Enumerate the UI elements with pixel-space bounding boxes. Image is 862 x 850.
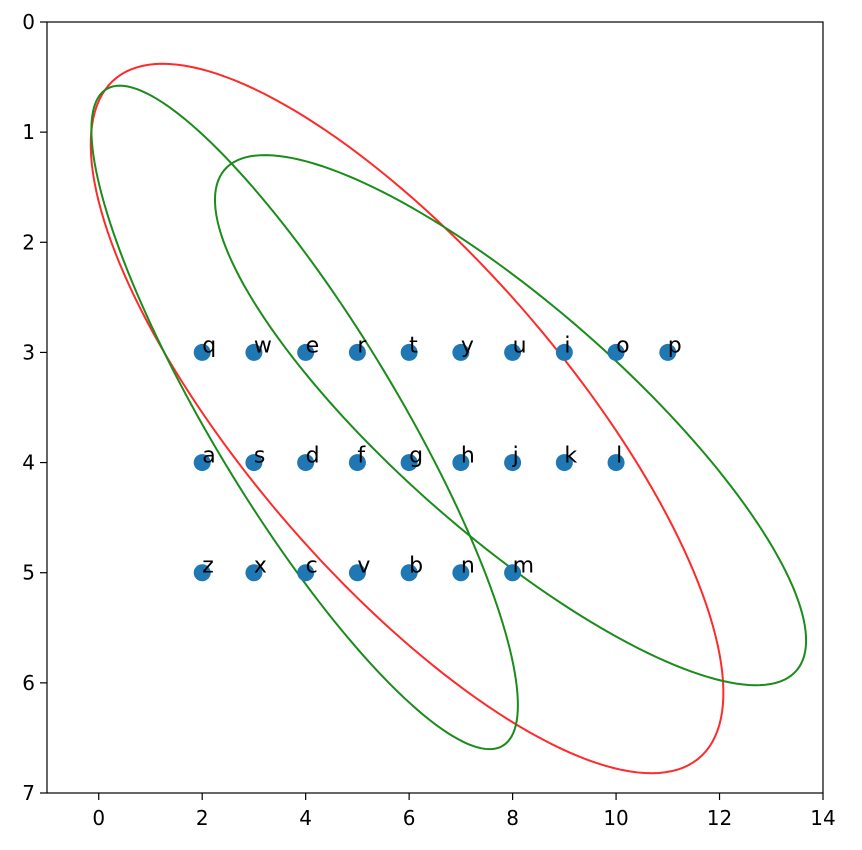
point: [452, 564, 470, 582]
point: [400, 564, 418, 582]
point: [400, 343, 418, 361]
point-label: o: [616, 333, 629, 358]
x-tick-label: 14: [810, 806, 835, 830]
ellipse: [89, 62, 725, 775]
point-label: g: [409, 444, 423, 469]
point-label: t: [409, 333, 418, 358]
point-label: v: [357, 554, 370, 579]
point: [348, 343, 366, 361]
point-label: r: [357, 333, 367, 358]
ellipse: [213, 154, 808, 687]
point-label: i: [564, 333, 570, 358]
y-tick-label: 5: [22, 561, 35, 585]
point: [348, 564, 366, 582]
axes-frame: [46, 21, 824, 794]
point-label: a: [202, 444, 215, 469]
point: [555, 454, 573, 472]
point: [607, 454, 625, 472]
point: [245, 343, 263, 361]
point-label: f: [357, 444, 366, 469]
plot-area: [47, 22, 823, 793]
x-tick-label: 2: [196, 806, 209, 830]
point-label: h: [461, 444, 475, 469]
point: [400, 454, 418, 472]
y-tick-label: 7: [22, 781, 35, 805]
point-label: y: [461, 333, 474, 358]
y-tick-label: 6: [22, 671, 35, 695]
point-label: n: [461, 554, 475, 579]
point-label: c: [306, 554, 318, 579]
x-tick-label: 10: [603, 806, 628, 830]
point: [659, 343, 677, 361]
point-label: k: [564, 444, 577, 469]
y-tick-label: 3: [22, 340, 35, 364]
point: [193, 343, 211, 361]
x-tick-label: 12: [707, 806, 732, 830]
point-label: q: [202, 333, 216, 358]
ellipse: [90, 84, 519, 751]
point: [504, 343, 522, 361]
point-label: w: [254, 333, 272, 358]
y-tick-label: 2: [22, 230, 35, 254]
x-tick-label: 8: [506, 806, 519, 830]
point-label: p: [668, 333, 682, 358]
point-label: j: [512, 444, 519, 469]
x-tick-label: 0: [92, 806, 105, 830]
point-label: u: [513, 333, 527, 358]
point: [452, 343, 470, 361]
point-label: d: [306, 444, 320, 469]
point: [297, 564, 315, 582]
point: [504, 564, 522, 582]
point: [297, 454, 315, 472]
point-label: m: [513, 554, 534, 579]
point-label: z: [202, 554, 214, 579]
point: [245, 454, 263, 472]
point: [452, 454, 470, 472]
point-label: l: [616, 444, 622, 469]
point: [555, 343, 573, 361]
point: [348, 454, 366, 472]
point: [297, 343, 315, 361]
y-tick-label: 0: [22, 10, 35, 34]
point: [504, 454, 522, 472]
y-tick-label: 4: [22, 451, 35, 475]
point: [193, 454, 211, 472]
point: [193, 564, 211, 582]
point: [245, 564, 263, 582]
point-label: b: [409, 554, 423, 579]
y-tick-label: 1: [22, 120, 35, 144]
x-tick-label: 4: [299, 806, 312, 830]
point-label: e: [306, 333, 320, 358]
point-label: s: [254, 444, 265, 469]
x-tick-label: 6: [403, 806, 416, 830]
point-label: x: [254, 554, 267, 579]
point: [607, 343, 625, 361]
